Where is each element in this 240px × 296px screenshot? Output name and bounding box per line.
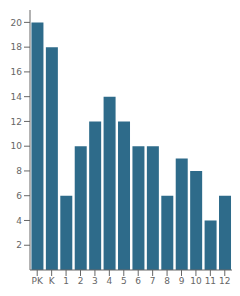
- svg-text:20: 20: [11, 18, 23, 28]
- svg-text:6: 6: [16, 191, 22, 201]
- svg-text:11: 11: [205, 276, 216, 286]
- svg-text:6: 6: [135, 276, 141, 286]
- svg-text:3: 3: [92, 276, 98, 286]
- svg-text:16: 16: [11, 67, 23, 77]
- svg-text:14: 14: [11, 92, 23, 102]
- svg-text:2: 2: [16, 240, 22, 250]
- svg-text:1: 1: [63, 276, 69, 286]
- svg-text:8: 8: [164, 276, 170, 286]
- svg-text:K: K: [49, 276, 56, 286]
- svg-text:5: 5: [121, 276, 127, 286]
- svg-text:2: 2: [78, 276, 84, 286]
- svg-text:10: 10: [11, 141, 23, 151]
- svg-text:9: 9: [179, 276, 185, 286]
- svg-text:4: 4: [106, 276, 112, 286]
- svg-text:18: 18: [11, 42, 23, 52]
- svg-text:12: 12: [11, 117, 22, 127]
- svg-text:7: 7: [150, 276, 156, 286]
- svg-text:PK: PK: [32, 276, 44, 286]
- svg-text:4: 4: [16, 216, 22, 226]
- svg-text:8: 8: [16, 166, 22, 176]
- svg-text:12: 12: [219, 276, 230, 286]
- svg-text:10: 10: [190, 276, 202, 286]
